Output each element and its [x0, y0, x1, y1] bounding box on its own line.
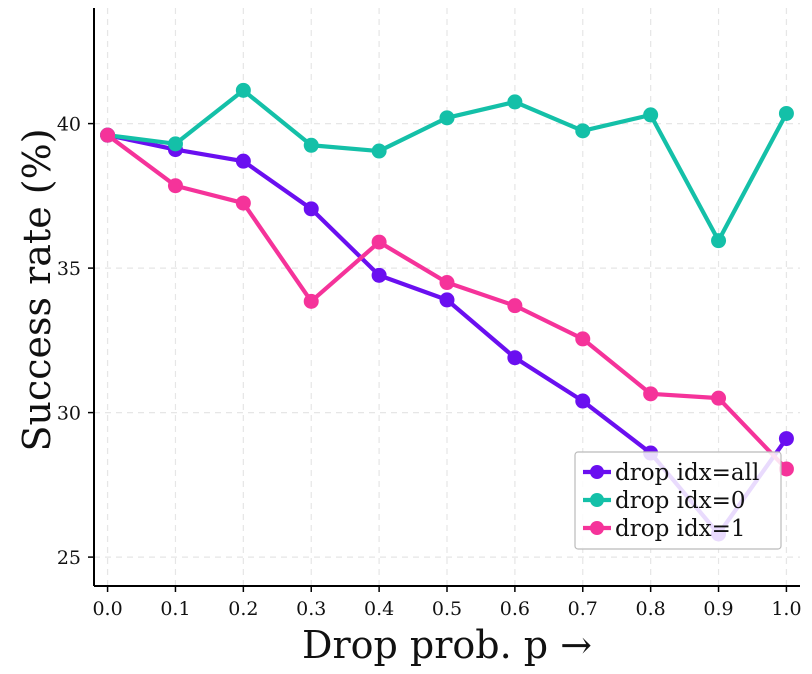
- data-point: [575, 123, 591, 139]
- data-point: [439, 275, 455, 291]
- data-point: [711, 233, 727, 249]
- y-tick-label: 30: [57, 403, 81, 425]
- series-drop-idx-1: [100, 127, 794, 477]
- data-point: [711, 390, 727, 406]
- data-point: [235, 195, 251, 211]
- data-point: [439, 110, 455, 126]
- x-axis-title: Drop prob. p →: [302, 623, 592, 667]
- data-point: [303, 293, 319, 309]
- legend-marker: [590, 465, 604, 479]
- data-point: [371, 234, 387, 250]
- data-point: [778, 431, 794, 447]
- y-tick-label: 40: [57, 114, 81, 136]
- x-tick-label: 0.9: [703, 598, 733, 620]
- x-tick-label: 0.5: [432, 598, 462, 620]
- y-tick-label: 25: [57, 547, 81, 569]
- legend-box: [574, 451, 782, 550]
- ticks: 0.0 0.1 0.2 0.3 0.4 0.5 0.6 0.7 0.8 0.9 1.0 25 30 35 4…: [57, 114, 802, 620]
- data-point: [100, 127, 116, 143]
- legend-label: drop idx=0: [615, 488, 746, 514]
- data-point: [303, 137, 319, 153]
- x-tick-label: 0.7: [568, 598, 598, 620]
- x-tick-label: 0.6: [500, 598, 530, 620]
- data-point: [643, 107, 659, 123]
- data-point: [167, 178, 183, 194]
- y-tick-label: 35: [57, 258, 81, 280]
- data-point: [575, 393, 591, 409]
- legend-marker: [590, 493, 604, 507]
- x-tick-label: 0.1: [160, 598, 190, 620]
- data-point: [371, 143, 387, 159]
- data-point: [643, 386, 659, 402]
- data-point: [235, 82, 251, 98]
- data-point: [371, 267, 387, 283]
- data-point: [303, 201, 319, 217]
- x-tick-label: 0.8: [636, 598, 666, 620]
- y-axis-title: Success rate (%): [15, 128, 59, 451]
- x-tick-label: 0.2: [228, 598, 258, 620]
- x-tick-label: 1.0: [771, 598, 801, 620]
- data-point: [439, 292, 455, 308]
- data-point: [235, 153, 251, 169]
- legend-label: drop idx=all: [615, 460, 759, 486]
- data-point: [778, 105, 794, 121]
- data-point: [167, 136, 183, 152]
- series-drop-idx-0: [100, 82, 794, 249]
- x-tick-label: 0.3: [296, 598, 326, 620]
- legend-marker: [590, 521, 604, 535]
- legend-label: drop idx=1: [615, 516, 746, 542]
- data-point: [575, 331, 591, 347]
- data-point: [507, 298, 523, 314]
- x-tick-label: 0.0: [92, 598, 122, 620]
- data-point: [778, 461, 794, 477]
- data-point: [507, 94, 523, 110]
- data-point: [507, 350, 523, 366]
- x-tick-label: 0.4: [364, 598, 394, 620]
